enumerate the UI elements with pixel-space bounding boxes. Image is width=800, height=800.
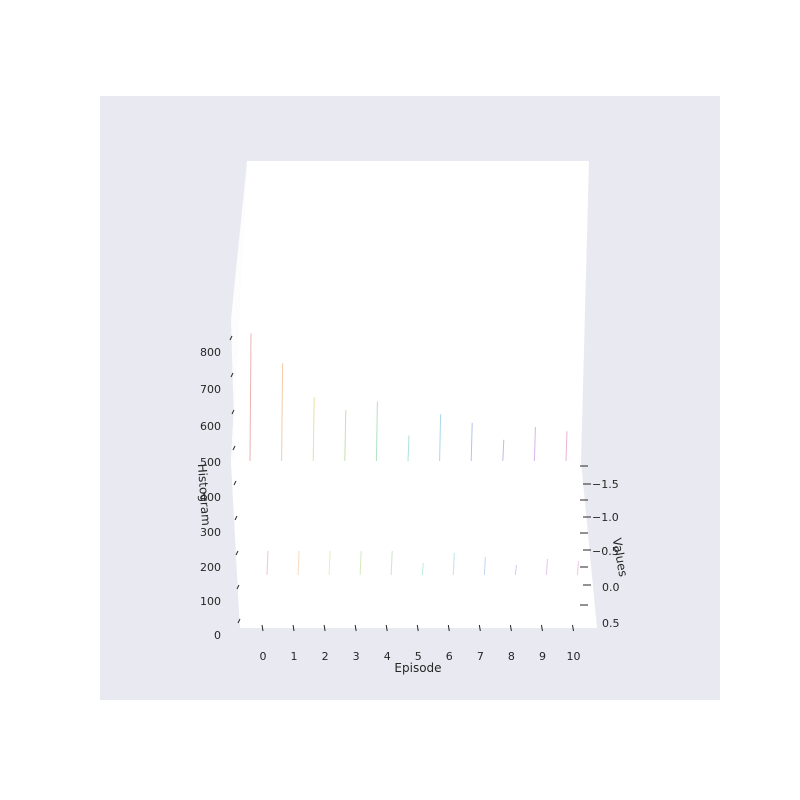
x-tick-mark: [509, 624, 512, 632]
z-tick-mark: [230, 372, 234, 378]
histogram-trace-back: [281, 363, 284, 462]
x-tick-label: 1: [291, 650, 298, 663]
z-axis-label: Histogram: [195, 463, 213, 526]
histogram-trace-back: [407, 435, 410, 462]
histogram-trace-front: [328, 550, 331, 576]
y-tick-label: −1.0: [592, 511, 619, 524]
z-tick-label: 600: [200, 420, 221, 433]
x-tick-label: 10: [567, 650, 581, 663]
histogram-trace-back: [312, 397, 315, 462]
histogram-trace-front: [421, 562, 424, 576]
histogram-trace-back: [439, 414, 442, 462]
x-tick-mark: [323, 624, 326, 632]
x-tick-label: 3: [353, 650, 360, 663]
histogram-trace-back: [470, 422, 473, 462]
x-tick-mark: [447, 624, 450, 632]
x-tick-label: 9: [539, 650, 546, 663]
histogram-trace-front: [390, 550, 393, 576]
y-tick-label: 0.5: [602, 617, 620, 630]
x-tick-mark: [572, 624, 574, 632]
y-tick-label: −0.5: [592, 545, 619, 558]
z-tick-label: 500: [200, 456, 221, 469]
histogram-trace-front: [297, 550, 300, 576]
z-tick-mark: [237, 618, 241, 624]
y-tick-label: 0.0: [602, 581, 620, 594]
histogram-trace-front: [577, 560, 579, 576]
histogram-trace-front: [359, 550, 362, 576]
histogram-trace-back: [344, 409, 347, 462]
x-tick-label: 5: [415, 650, 422, 663]
y-tick-label: −1.5: [592, 478, 619, 491]
histogram-trace-front: [514, 564, 517, 576]
z-tick-mark: [231, 409, 235, 415]
x-tick-mark: [478, 624, 481, 632]
z-tick-mark: [235, 550, 239, 556]
x-tick-label: 7: [477, 650, 484, 663]
x-tick-mark: [385, 624, 388, 632]
x-tick-mark: [416, 624, 419, 632]
x-tick-label: 4: [384, 650, 391, 663]
histogram-trace-back: [502, 439, 505, 462]
z-tick-label: 200: [200, 561, 221, 574]
histogram-trace-back: [375, 401, 378, 462]
z-tick-mark: [229, 335, 233, 341]
z-tick-mark: [232, 445, 236, 451]
histogram-trace-front: [266, 550, 269, 576]
x-tick-label: 0: [260, 650, 267, 663]
histogram-trace-front: [452, 552, 455, 576]
series-layer: [249, 333, 579, 576]
floor-pane: [231, 461, 597, 628]
x-ticks: 0 1 2 3 4 5 6 7 8 9 10: [260, 624, 581, 663]
x-tick-label: 2: [322, 650, 329, 663]
histogram-trace-back: [249, 333, 252, 462]
z-tick-mark: [236, 584, 240, 590]
x-tick-mark: [540, 624, 543, 632]
z-tick-mark: [233, 480, 237, 486]
z-tick-mark: [234, 515, 238, 521]
x-tick-mark: [261, 624, 264, 632]
histogram-trace-front: [483, 556, 486, 576]
z-tick-label: 700: [200, 383, 221, 396]
histogram-trace-front: [545, 558, 548, 576]
histogram-trace-back: [565, 431, 568, 462]
z-tick-label: 300: [200, 526, 221, 539]
z-tick-label: 0: [214, 629, 221, 642]
z-tick-label: 100: [200, 595, 221, 608]
z-tick-label: 800: [200, 346, 221, 359]
z-ticks: 0 100 200 300 400 500 600 700 800: [200, 335, 241, 642]
x-tick-label: 6: [446, 650, 453, 663]
x-tick-mark: [292, 624, 295, 632]
z-tick-label: 400: [200, 491, 221, 504]
back-pane: [231, 161, 589, 461]
y-ticks: −1.5 −1.0 −0.5 0.0 0.5: [580, 465, 620, 630]
x-tick-label: 8: [508, 650, 515, 663]
histogram-trace-back: [533, 426, 536, 462]
y-axis-label: Values: [610, 537, 631, 578]
x-axis-label: Episode: [394, 661, 441, 675]
x-tick-mark: [354, 624, 357, 632]
